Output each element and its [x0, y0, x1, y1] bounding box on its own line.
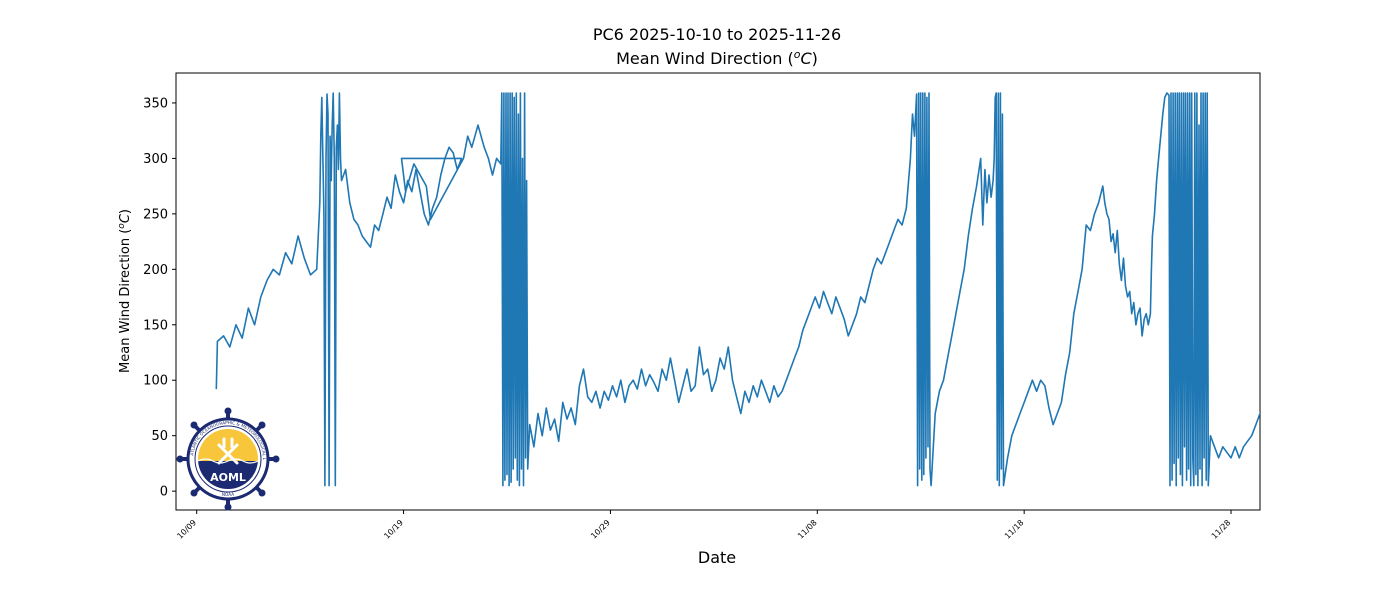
y-ticks: 0 50 100 150 200 250 300 350 [143, 96, 176, 500]
y-tick-label: 250 [143, 207, 168, 222]
y-tick-label: 150 [143, 318, 168, 333]
x-ticks: 10/09 10/19 10/29 11/08 11/18 11/28 [175, 510, 1232, 541]
y-axis-label-close: ) [118, 209, 133, 214]
x-tick-label: 10/29 [589, 518, 612, 541]
series-line [215, 92, 1260, 487]
x-tick-label: 11/08 [796, 518, 819, 541]
logo-wordmark: AOML [210, 471, 246, 484]
y-axis-label: Mean Wind Direction (oC) [117, 209, 133, 373]
plot-area [175, 72, 1261, 511]
y-axis-label-unit: C [118, 213, 133, 223]
y-tick-label: 300 [143, 152, 168, 167]
y-tick-label: 100 [143, 374, 168, 389]
x-tick-label: 10/09 [175, 518, 198, 541]
y-tick-label: 50 [151, 429, 168, 444]
logo-tree-icon [217, 437, 239, 465]
chart-subtitle: Mean Wind Direction (oC) [616, 48, 818, 68]
logo-waves [198, 458, 258, 464]
x-axis-label: Date [698, 548, 736, 567]
chart-subtitle-unit: C [800, 49, 812, 68]
x-tick-label: 10/19 [382, 518, 405, 541]
chart-subtitle-close: ) [812, 49, 818, 68]
y-axis-label-superscript: o [117, 223, 127, 229]
chart-subtitle-text: Mean Wind Direction ( [616, 49, 794, 68]
chart-subtitle-superscript: o [794, 48, 801, 61]
logo-bottom-text: NOAA [222, 492, 234, 497]
ship-wheel-knobs [176, 407, 280, 511]
series-group [215, 92, 1260, 487]
chart-title: PC6 2025-10-10 to 2025-11-26 [593, 25, 841, 44]
x-tick-label: 11/18 [1003, 518, 1026, 541]
y-axis-label-text: Mean Wind Direction ( [118, 229, 133, 373]
y-tick-label: 200 [143, 263, 168, 278]
logo-inner-ring [194, 425, 262, 493]
x-tick-label: 11/28 [1210, 518, 1233, 541]
y-tick-label: 0 [160, 485, 168, 500]
y-tick-label: 350 [143, 96, 168, 111]
aoml-logo: ATLANTIC OCEANOGRAPHIC & METEOROLOGICAL … [176, 407, 280, 511]
